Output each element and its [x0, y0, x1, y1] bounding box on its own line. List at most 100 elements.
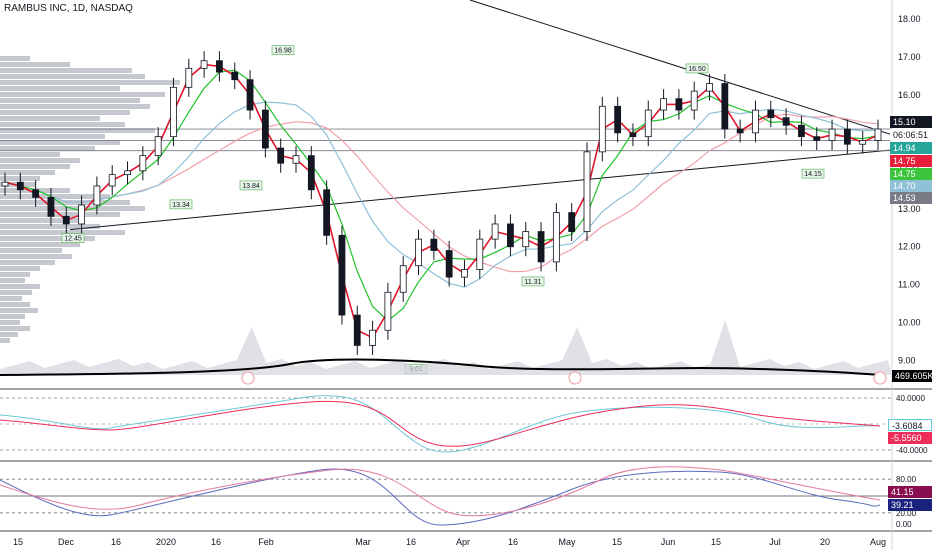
candle-body — [216, 60, 223, 73]
candle-body — [721, 83, 729, 130]
candle-body — [445, 250, 453, 278]
x-tick-label: Jun — [661, 537, 676, 547]
earnings-marker — [241, 371, 255, 385]
candle-body — [430, 238, 438, 251]
volume-profile-bar — [0, 122, 125, 127]
x-tick-label: 16 — [211, 537, 221, 547]
price-axis-tag: 14.70 — [890, 180, 932, 192]
volume-profile-bar — [0, 296, 22, 301]
x-tick-label: Feb — [258, 537, 274, 547]
volume-profile-bar — [0, 338, 10, 343]
candle-body — [261, 109, 269, 149]
candle-body — [323, 189, 331, 236]
candle-body — [782, 117, 790, 126]
price-axis-tag: 15.10 — [890, 116, 932, 128]
candle-body — [78, 204, 85, 225]
volume-profile-bar — [0, 164, 70, 169]
macd-signal-line — [0, 395, 881, 453]
x-tick-label: 15 — [612, 537, 622, 547]
trough-label: 14.15 — [804, 171, 822, 178]
candle-body — [108, 174, 116, 187]
price-tick-label: 10.00 — [898, 318, 921, 328]
slow-ma-line — [4, 101, 879, 288]
earnings-marker — [568, 371, 582, 385]
price-tick-label: 9.00 — [898, 356, 916, 366]
stoch-tick-label: 0.00 — [896, 520, 912, 529]
volume-profile-bar — [0, 290, 32, 295]
volume-ma-line — [0, 358, 881, 376]
price-tick-label: 11.00 — [898, 280, 920, 290]
candle-body — [583, 151, 591, 232]
candle-body — [1, 181, 9, 187]
x-tick-label: Apr — [456, 537, 470, 547]
candle-body — [690, 90, 698, 111]
candle-body — [843, 128, 851, 145]
candle-body — [16, 181, 24, 191]
volume-profile-bar — [0, 272, 30, 277]
candle-body — [736, 128, 744, 134]
volume-profile-bar — [0, 86, 120, 91]
volume-profile-bar — [0, 314, 25, 319]
candle-body — [828, 128, 836, 141]
x-tick-label: 20 — [820, 537, 830, 547]
volume-profile-bar — [0, 266, 40, 271]
stoch-value-tag: 39.21 — [888, 499, 932, 511]
volume-profile-bar — [0, 236, 95, 241]
trough-label-box — [521, 276, 545, 287]
price-tick-label: 17.00 — [898, 52, 921, 62]
candle-body — [813, 136, 821, 141]
stoch-value-tag: 41.15 — [888, 486, 932, 498]
volume-profile-bar — [0, 200, 130, 205]
volume-profile-bar — [0, 278, 25, 283]
candle-body — [338, 234, 346, 316]
stoch-tick-label: 80.00 — [896, 475, 917, 484]
price-axis-tag: 06:06:51 — [890, 129, 932, 141]
candle-body — [415, 238, 422, 267]
candle-body — [62, 215, 70, 225]
price-axis-tag: 14.75 — [890, 155, 932, 167]
volume-profile-bar — [0, 62, 70, 67]
candle-body — [154, 136, 162, 157]
volume-profile-bar — [0, 134, 105, 139]
volume-profile-bar — [0, 254, 72, 259]
candle-body — [353, 314, 361, 346]
volume-profile-bar — [0, 230, 125, 235]
volume-profile-bar — [0, 194, 110, 199]
candle-body — [767, 109, 775, 119]
volume-profile-bar — [0, 80, 180, 85]
volume-profile-bar — [0, 158, 80, 163]
candle-body — [307, 155, 315, 191]
peak-label-box — [685, 63, 709, 74]
volume-profile-bar — [0, 320, 20, 325]
candle-body — [552, 212, 560, 263]
candle-body — [246, 79, 254, 111]
trough-label-box — [61, 233, 85, 243]
x-tick-label: 16 — [406, 537, 416, 547]
trough-label-box — [169, 199, 193, 210]
x-tick-label: 16 — [111, 537, 121, 547]
price-axis-tag: 14.94 — [890, 142, 932, 154]
volume-profile-bar — [0, 326, 30, 331]
candle-body — [859, 140, 867, 145]
volume-profile-bar — [0, 152, 60, 157]
candle-body — [277, 147, 285, 164]
chart-title: RAMBUS INC, 1D, NASDAQ — [4, 3, 133, 14]
volume-ma-tag: 469.605K — [892, 370, 932, 382]
price-axis-tag: 14.75 — [890, 168, 932, 180]
price-tick-label: 12.00 — [898, 242, 921, 252]
volume-profile-bar — [0, 170, 55, 175]
medium-ma-line — [4, 69, 879, 322]
volume-profile-bar — [0, 242, 80, 247]
candle-body — [675, 98, 683, 111]
candle-body — [93, 185, 101, 206]
trough-label: 13.84 — [242, 183, 260, 190]
trough-label: 13.34 — [172, 202, 190, 209]
trough-label-box — [801, 168, 825, 179]
candle-body — [399, 265, 407, 293]
earnings-marker — [873, 371, 887, 385]
candle-body — [200, 60, 208, 69]
volume-profile-bar — [0, 116, 100, 121]
candle-body — [522, 231, 530, 248]
